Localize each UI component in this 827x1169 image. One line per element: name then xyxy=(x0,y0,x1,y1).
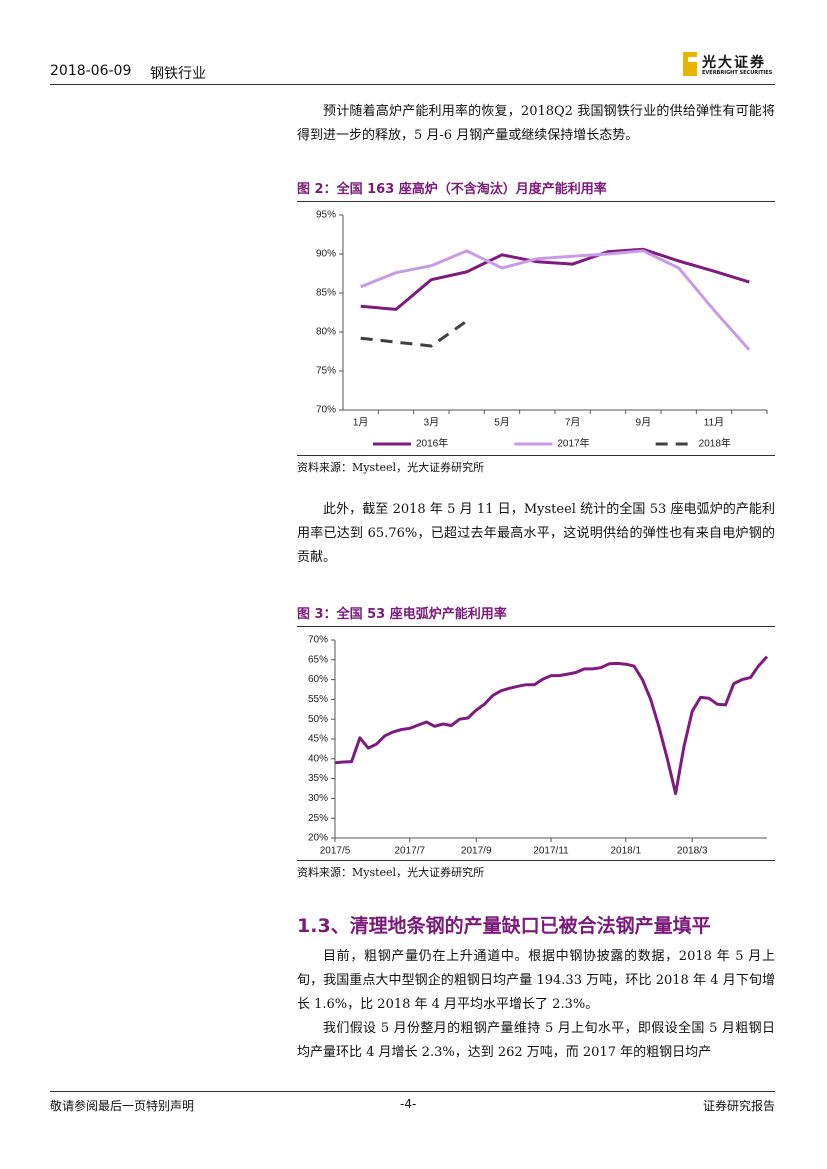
page-number: -4- xyxy=(400,1097,417,1111)
y-tick-label: 45% xyxy=(308,734,328,745)
series-line xyxy=(334,655,769,796)
y-tick-label: 95% xyxy=(316,210,336,221)
x-tick-label: 9月 xyxy=(636,417,652,429)
x-tick-label: 3月 xyxy=(424,417,440,429)
series-line xyxy=(360,319,468,348)
x-tick-label: 2017/11 xyxy=(533,846,569,857)
header-rule xyxy=(50,84,775,85)
logo-name: 光大证券 xyxy=(702,55,766,71)
y-tick-label: 70% xyxy=(316,405,336,416)
y-tick-label: 85% xyxy=(316,288,336,299)
header-industry: 钢铁行业 xyxy=(150,66,206,82)
y-tick-label: 70% xyxy=(308,635,328,646)
logo-icon xyxy=(683,52,697,76)
x-tick-label: 2018/3 xyxy=(677,846,708,857)
y-tick-label: 50% xyxy=(308,714,328,725)
x-tick-label: 7月 xyxy=(565,417,581,429)
paragraph: 此外，截至 2018 年 5 月 11 日，Mysteel 统计的全国 53 座… xyxy=(297,502,775,565)
x-tick-label: 2017/9 xyxy=(461,846,492,857)
header-date: 2018-06-09 xyxy=(50,63,132,79)
y-tick-label: 90% xyxy=(316,249,336,260)
logo-cut xyxy=(688,57,697,62)
chart: 70% 75% 80% 85% 90% 95% 1月 3月 5月 7月 9月 11月 2016年 2017… xyxy=(316,210,768,450)
y-tick-label: 60% xyxy=(308,674,328,685)
y-tick-label: 55% xyxy=(308,694,328,705)
section-heading: 1.3、清理地条钢的产量缺口已被合法钢产量填平 xyxy=(297,915,711,937)
footer-type: 证券研究报告 xyxy=(702,1099,775,1113)
chart-source: 资料来源：Mysteel，光大证券研究所 xyxy=(297,455,775,475)
chart: 20% 25% 30% 35% 40% 45% 50% 55% 60% 65% 70% 2017/5 2… xyxy=(308,635,769,857)
footer-note: 敬请参阅最后一页特别声明 xyxy=(50,1099,195,1113)
chart-title: 图 2：全国 163 座高炉（不含淘汰）月度产能利用率 xyxy=(297,178,775,202)
x-tick-label: 2017/5 xyxy=(320,846,351,857)
legend-label: 2018年 xyxy=(699,437,731,450)
x-tick-label: 5月 xyxy=(494,417,510,429)
y-tick-label: 35% xyxy=(308,773,328,784)
paragraph: 我们假设 5 月份整月的粗钢产量维持 5 月上旬水平，即假设全国 5 月粗钢日均… xyxy=(297,1021,775,1060)
x-tick-label: 2018/1 xyxy=(610,846,641,857)
legend-label: 2016年 xyxy=(416,437,448,450)
legend-label: 2017年 xyxy=(557,437,589,450)
chart-title: 图 3：全国 53 座电弧炉产能利用率 xyxy=(297,603,775,627)
paragraph: 目前，粗钢产量仍在上升通道中。根据中钢协披露的数据，2018 年 5 月上旬，我… xyxy=(297,949,775,1012)
y-tick-label: 30% xyxy=(308,793,328,804)
y-tick-label: 40% xyxy=(308,753,328,764)
paragraph: 预计随着高炉产能利用率的恢复，2018Q2 我国钢铁行业的供给弹性有可能将得到进… xyxy=(297,104,775,143)
logo-shape xyxy=(683,52,697,76)
series-line xyxy=(360,247,750,311)
x-tick-label: 1月 xyxy=(353,417,369,429)
x-tick-label: 11月 xyxy=(704,417,724,429)
y-tick-label: 80% xyxy=(316,327,336,338)
chart-source: 资料来源：Mysteel，光大证券研究所 xyxy=(297,860,775,880)
x-tick-label: 2017/7 xyxy=(394,846,425,857)
series-line xyxy=(360,249,751,351)
y-tick-label: 20% xyxy=(308,833,328,844)
y-tick-label: 25% xyxy=(308,813,328,824)
y-tick-label: 75% xyxy=(316,366,336,377)
logo-sub: EVERBRIGHT SECURITIES xyxy=(702,70,773,76)
footer-rule xyxy=(50,1091,775,1092)
y-tick-label: 65% xyxy=(308,654,328,665)
